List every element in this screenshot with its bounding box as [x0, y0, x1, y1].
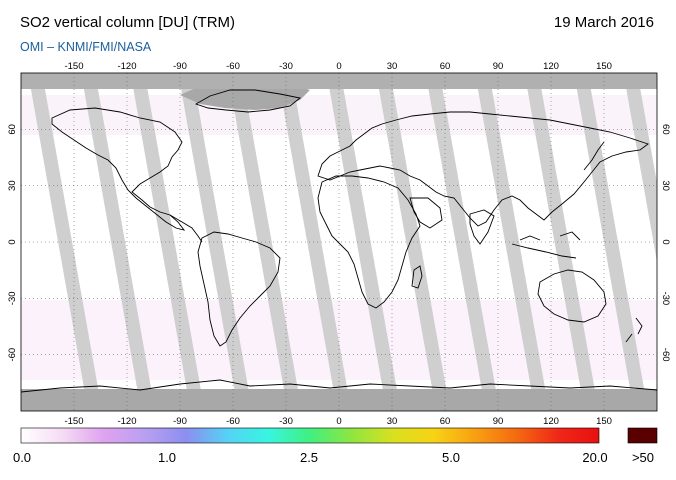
lat-tick-label-left: -30	[7, 291, 18, 305]
colorbar-tick-4: 20.0	[582, 450, 608, 465]
orbit-gap-swath	[623, 73, 657, 262]
lat-tick-label-left: -60	[7, 348, 18, 362]
lon-tick-label-top: -60	[226, 61, 240, 72]
lon-tick-label-bottom: 120	[543, 416, 559, 427]
coast-antarctica	[21, 379, 657, 393]
lon-tick-label-bottom: 150	[596, 416, 612, 427]
map-frame	[20, 72, 658, 412]
lat-tick-label-right: -60	[660, 348, 671, 362]
coast-indonesia	[511, 231, 581, 259]
colorbar-tick-1: 1.0	[157, 450, 177, 465]
orbit-gap-swath	[326, 73, 401, 411]
lat-tick-label-right: 60	[660, 124, 671, 135]
orbit-gap-swath	[277, 73, 352, 411]
map-title: SO2 vertical column [DU] (TRM)	[20, 14, 236, 31]
coast-madagascar	[411, 265, 423, 289]
colorbar-tick-0: 0.0	[12, 450, 32, 465]
coast-india	[469, 209, 495, 245]
lon-tick-label-top: 150	[596, 61, 612, 72]
orbit-gap-swaths	[28, 73, 657, 411]
lat-tick-label-right: 30	[660, 180, 671, 191]
orbit-gap-swath	[425, 73, 500, 411]
lon-tick-label-top: -120	[117, 61, 136, 72]
lon-tick-label-bottom: 60	[440, 416, 451, 427]
lon-tick-label-bottom: 0	[336, 416, 341, 427]
coast-greenland	[194, 89, 302, 113]
lon-tick-label-bottom: 90	[493, 416, 504, 427]
colorbar	[20, 427, 600, 444]
orbit-gap-swath	[227, 73, 302, 411]
lon-tick-label-top: -150	[64, 61, 83, 72]
lon-tick-label-bottom: -120	[117, 416, 136, 427]
lat-tick-label-right: 0	[660, 239, 671, 244]
graticule	[21, 73, 657, 411]
data-source-label: OMI – KNMI/FMI/NASA	[20, 40, 152, 54]
orbit-gap-swath	[81, 73, 156, 411]
antarctic-no-data	[21, 389, 657, 411]
map-date: 19 March 2016	[553, 14, 654, 31]
lon-tick-label-bottom: -90	[173, 416, 187, 427]
colorbar-overflow-box	[627, 427, 658, 444]
lon-tick-label-top: -90	[173, 61, 187, 72]
coast-africa	[317, 175, 421, 309]
lon-tick-label-top: -30	[279, 61, 293, 72]
colorbar-tick-3: 5.0	[441, 450, 461, 465]
coast-arabia	[409, 197, 443, 229]
lon-tick-label-bottom: -30	[279, 416, 293, 427]
orbit-gap-swath	[130, 73, 205, 411]
lon-tick-label-top: 30	[387, 61, 398, 72]
lat-tick-label-right: -30	[660, 291, 671, 305]
coast-eurasia	[317, 111, 649, 227]
lon-tick-label-bottom: 30	[387, 416, 398, 427]
coast-japan	[583, 141, 605, 171]
coastlines	[21, 89, 657, 393]
orbit-gap-swath	[475, 73, 550, 411]
lon-tick-label-top: 90	[493, 61, 504, 72]
lon-tick-label-bottom: -60	[226, 416, 240, 427]
coast-central-america	[169, 214, 203, 243]
lon-tick-label-top: 60	[440, 61, 451, 72]
orbit-gap-swath	[573, 73, 649, 411]
orbit-gap-swath	[178, 73, 253, 411]
lon-tick-label-top: 0	[336, 61, 341, 72]
map-area	[21, 73, 657, 411]
lat-tick-label-left: 30	[7, 180, 18, 191]
coast-new-zealand	[625, 317, 643, 343]
coast-north-america	[51, 107, 186, 231]
axis-labels: -150 -150 -120 -120 -90 -90 -60 -60 -30 -30 0 0 30 30…	[7, 61, 671, 427]
colorbar-overflow-label: >50	[631, 450, 655, 465]
lon-tick-label-top: 120	[543, 61, 559, 72]
lon-tick-label-bottom: -150	[64, 416, 83, 427]
lat-tick-label-left: 60	[7, 124, 18, 135]
coast-south-america	[197, 231, 281, 347]
colorbar-tick-2: 2.5	[299, 450, 319, 465]
lat-tick-label-left: 0	[7, 239, 18, 244]
coast-australia	[537, 269, 607, 323]
